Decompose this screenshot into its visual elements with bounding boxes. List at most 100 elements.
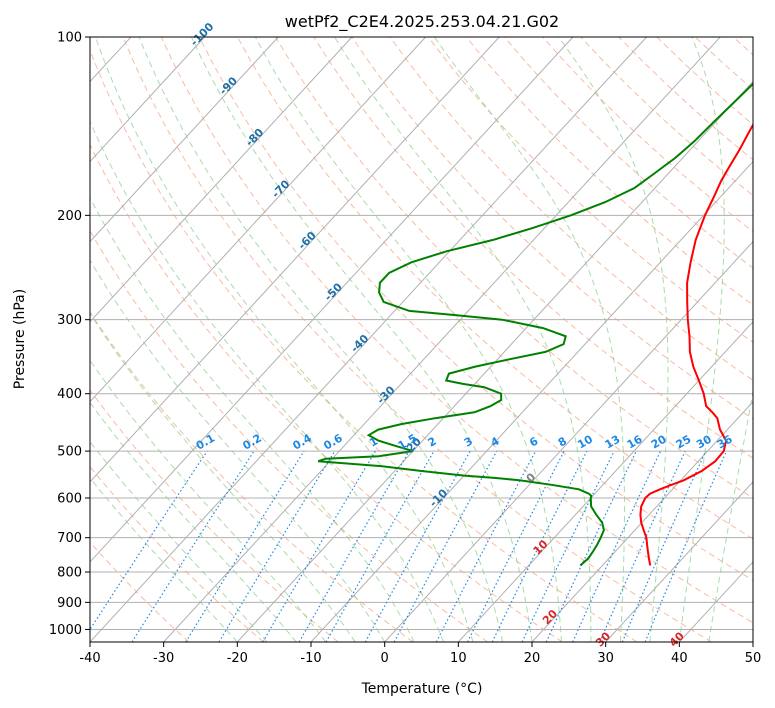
y-tick-label: 1000 <box>49 623 82 638</box>
dewpoint-line <box>317 82 753 567</box>
dry-adiabat <box>313 37 753 459</box>
y-tick-label: 800 <box>57 566 82 581</box>
isotherm-label: 20 <box>540 607 560 627</box>
isotherm-line <box>90 37 205 163</box>
mixing-ratio-line <box>364 450 471 642</box>
mixing-ratio-line <box>545 450 637 642</box>
y-tick-label: 100 <box>57 31 82 46</box>
mixing-ratio-label: 25 <box>674 433 694 452</box>
mixing-ratio-label: 1 <box>367 435 380 450</box>
mixing-ratio-line <box>90 450 208 631</box>
x-tick-label: 40 <box>671 651 688 666</box>
dry-adiabat <box>771 37 775 642</box>
isotherm-line <box>605 481 753 642</box>
dry-adiabat <box>90 465 264 642</box>
moist-adiabat <box>90 196 415 642</box>
mixing-ratio-line <box>325 450 435 642</box>
y-tick-label: 600 <box>57 492 82 507</box>
isotherm-line <box>384 240 753 642</box>
y-tick-label: 700 <box>57 531 82 546</box>
dry-adiabat <box>351 37 753 420</box>
isotherm-line <box>0 37 57 642</box>
moist-adiabat <box>138 37 503 642</box>
mixing-ratio-line <box>131 450 255 642</box>
x-tick-label: 0 <box>381 651 389 666</box>
isotherm-line <box>90 37 574 563</box>
dry-adiabat <box>656 37 753 126</box>
isotherm-label: -100 <box>188 20 217 49</box>
isotherm-label: -50 <box>322 280 345 303</box>
dry-adiabat <box>160 37 753 624</box>
moist-adiabat <box>708 389 753 642</box>
y-tick-label: 300 <box>57 313 82 328</box>
mixing-ratio-label: 30 <box>694 432 714 451</box>
dry-adiabat <box>732 37 753 56</box>
y-tick-label: 900 <box>57 596 82 611</box>
x-axis-label: Temperature (°C) <box>361 681 483 697</box>
y-ticks: 100 200 300 400 500 600 700 800 900 1000 <box>49 31 90 638</box>
mixing-ratio-labels: 0.1 0.2 0.4 0.6 1 1.5 2 3 4 6 8 10 13 16 20 25 30 36 <box>194 431 735 452</box>
moist-adiabat <box>90 401 297 642</box>
moist-adiabat <box>90 359 327 642</box>
moist-adiabat <box>94 37 474 642</box>
mixing-ratio-label: 10 <box>575 432 595 451</box>
isotherm-label: -60 <box>296 229 319 252</box>
isotherm-line <box>90 37 279 243</box>
mixing-ratio-label: 0.4 <box>291 431 315 452</box>
dry-adiabat <box>198 37 753 581</box>
dry-adiabat <box>90 541 190 642</box>
y-tick-label: 400 <box>57 387 82 402</box>
isotherm-label: -30 <box>374 383 397 406</box>
mixing-ratio-label: 16 <box>625 432 645 451</box>
mixing-ratio-line <box>185 450 305 642</box>
isotherm-line <box>90 37 647 642</box>
isotherm-line <box>163 37 721 642</box>
dry-adiabat <box>427 37 753 343</box>
clipped-plot <box>0 37 775 642</box>
x-tick-label: 10 <box>450 651 467 666</box>
mixing-ratio-line <box>393 450 498 642</box>
moist-adiabat <box>191 37 533 642</box>
mixing-ratio-line <box>491 450 588 642</box>
x-tick-label: -10 <box>300 651 321 666</box>
moist-adiabat <box>90 312 356 642</box>
mixing-ratio-label: 2 <box>426 435 439 450</box>
plot-frame <box>89 36 754 643</box>
mixing-ratio-label: 0.1 <box>194 432 217 453</box>
isotherm-line <box>457 320 753 642</box>
mixing-ratio-label: 6 <box>527 434 540 449</box>
moist-adiabat <box>90 259 386 642</box>
dry-adiabat <box>90 48 638 642</box>
isotherm-line <box>236 80 753 642</box>
isotherm-line <box>310 160 753 642</box>
isotherm-line <box>531 401 753 642</box>
mixing-ratio-label: 13 <box>603 433 623 452</box>
mixing-ratio-label: 3 <box>462 435 475 450</box>
mixing-ratio-line <box>644 450 728 642</box>
chart-title: wetPf2_C2E4.2025.253.04.21.G02 <box>285 12 559 32</box>
moist-adiabat <box>90 477 238 642</box>
moist-adiabat <box>254 37 562 642</box>
isotherm-line <box>90 37 353 323</box>
isotherm-label: 30 <box>593 629 613 649</box>
mixing-ratio-line <box>466 450 565 642</box>
dry-adiabat <box>90 229 488 642</box>
dry-adiabat <box>122 37 712 642</box>
moist-adiabat <box>678 37 725 642</box>
x-tick-label: -20 <box>227 651 248 666</box>
moist-adiabat <box>334 37 592 642</box>
dry-adiabat <box>275 37 753 499</box>
x-ticks: -40 -30 -20 -10 0 10 20 30 40 50 <box>79 642 761 666</box>
x-tick-label: -30 <box>153 651 174 666</box>
moist-adiabat <box>433 37 625 642</box>
dry-adiabat <box>237 37 753 540</box>
x-tick-label: 50 <box>745 651 762 666</box>
isotherm-label: -40 <box>348 332 371 355</box>
dry-adiabat <box>389 37 753 381</box>
mixing-ratio-line <box>599 450 686 642</box>
isotherm-label: 40 <box>667 629 687 649</box>
y-axis-label: Pressure (hPa) <box>12 289 28 389</box>
dry-adiabat <box>542 37 753 233</box>
